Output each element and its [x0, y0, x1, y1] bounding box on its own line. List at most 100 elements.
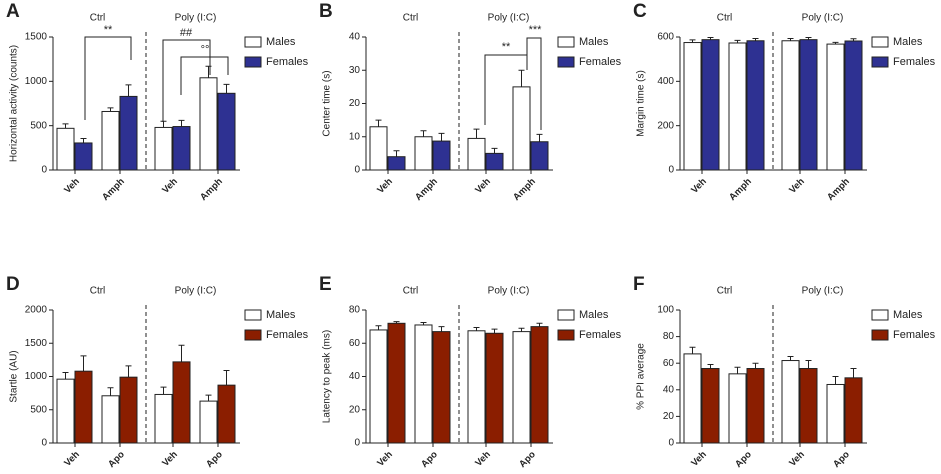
legend-swatch: [244, 329, 262, 341]
bar: [369, 329, 388, 444]
error-bar: [125, 84, 132, 97]
bar: [387, 322, 406, 444]
legend-label: Females: [579, 329, 622, 341]
bar: [467, 137, 486, 171]
bar: [844, 377, 863, 444]
panel-letter: A: [6, 1, 20, 22]
error-bar: [375, 325, 382, 330]
group-label: Ctrl: [90, 286, 106, 297]
error-bar: [752, 362, 759, 369]
error-bar: [80, 355, 87, 372]
y-tick-label: 40: [663, 384, 675, 395]
bar: [217, 92, 236, 171]
error-bar: [850, 38, 857, 41]
x-tick-label: Apo: [419, 449, 440, 470]
error-bar: [734, 39, 741, 43]
bar: [56, 378, 75, 444]
x-tick-label: Amph: [727, 176, 754, 203]
y-tick-label: 40: [349, 32, 361, 43]
x-tick-label: Veh: [62, 449, 82, 469]
panel: F % PPI average 0 20 40 60 80 100 Ctrl Poly (I:C)…: [633, 274, 936, 470]
error-bar: [107, 107, 114, 112]
group-label: Ctrl: [717, 286, 733, 297]
x-tick-label: Amph: [413, 176, 440, 203]
x-tick-label: Veh: [787, 176, 807, 196]
x-tick-label: Veh: [689, 176, 709, 196]
significance-bracket: [484, 54, 528, 125]
error-bar: [832, 41, 839, 45]
error-bar: [850, 368, 857, 378]
error-bar: [62, 372, 69, 380]
significance-bracket: [84, 36, 132, 120]
bar: [467, 330, 486, 444]
y-axis-label: Center time (s): [322, 70, 333, 136]
y-tick-label: 60: [349, 338, 361, 349]
x-tick-label: Veh: [62, 176, 82, 196]
error-bar: [491, 328, 498, 334]
bar: [746, 40, 765, 171]
legend-swatch: [871, 329, 889, 341]
error-bar: [375, 119, 382, 127]
legend-label: Males: [579, 36, 609, 48]
y-tick-label: 1500: [25, 32, 48, 43]
error-bar: [223, 83, 230, 94]
y-tick-label: 0: [41, 438, 47, 449]
panel-letter: E: [319, 274, 332, 295]
legend-swatch: [244, 56, 262, 68]
bar: [799, 39, 818, 171]
group-label: Poly (I:C): [802, 13, 844, 24]
panel: D Startle (AU) 0 500 1000 1500 2000 Ctrl Poly (I…: [6, 274, 309, 470]
error-bar: [518, 69, 525, 87]
bar: [485, 332, 504, 444]
y-tick-label: 400: [657, 76, 674, 87]
y-tick-label: 0: [668, 438, 674, 449]
panel-letter: B: [319, 1, 333, 22]
x-tick-label: Veh: [689, 449, 709, 469]
error-bar: [125, 365, 132, 378]
y-tick-label: 60: [663, 358, 675, 369]
bar: [172, 361, 191, 444]
x-tick-label: Apo: [831, 449, 852, 470]
error-bar: [536, 133, 543, 142]
legend-swatch: [244, 309, 262, 321]
bar: [74, 370, 93, 444]
bar: [432, 331, 451, 444]
y-tick-label: 0: [354, 438, 360, 449]
legend-label: Females: [893, 329, 936, 341]
bar: [485, 152, 504, 171]
x-tick-label: Veh: [473, 176, 493, 196]
bar: [119, 376, 138, 444]
bar: [701, 39, 720, 171]
error-bar: [438, 132, 445, 142]
legend-label: Females: [266, 56, 309, 68]
y-axis-label: Margin time (s): [636, 70, 647, 137]
bar: [369, 126, 388, 171]
group-label: Poly (I:C): [175, 13, 217, 24]
x-tick-label: Veh: [160, 449, 180, 469]
bar: [414, 324, 433, 444]
error-bar: [473, 326, 480, 331]
bar: [217, 384, 236, 444]
error-bar: [518, 327, 525, 332]
error-bar: [805, 36, 812, 40]
error-bar: [393, 321, 400, 324]
bar: [701, 368, 720, 444]
legend-label: Males: [893, 309, 923, 321]
bar: [826, 383, 845, 444]
y-tick-label: 80: [349, 305, 361, 316]
bar: [101, 110, 120, 171]
error-bar: [473, 128, 480, 139]
error-bar: [689, 346, 696, 354]
error-bar: [178, 119, 185, 127]
panel: A Horizontal activity (counts) 0 500 1000 150…: [6, 1, 309, 203]
error-bar: [689, 39, 696, 43]
bar: [746, 368, 765, 444]
significance-label: ***: [529, 24, 543, 36]
x-tick-label: Apo: [733, 449, 754, 470]
error-bar: [160, 386, 167, 395]
bar: [826, 43, 845, 171]
y-tick-label: 200: [657, 120, 674, 131]
bar: [728, 42, 747, 171]
legend-label: Males: [266, 36, 296, 48]
error-bar: [787, 356, 794, 361]
